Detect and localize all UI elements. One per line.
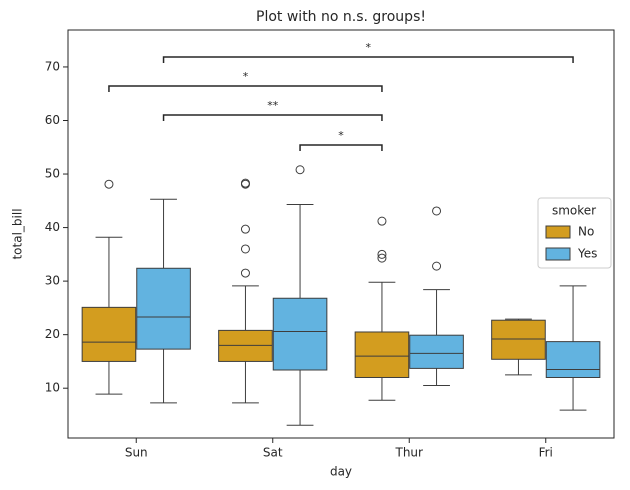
x-tick-label: Fri	[539, 446, 553, 460]
box	[218, 329, 273, 362]
y-tick-label: 10	[45, 381, 60, 395]
x-tick-label: Sun	[125, 446, 148, 460]
x-tick-label: Sat	[263, 446, 283, 460]
outlier	[432, 261, 442, 271]
box	[272, 297, 328, 371]
outlier	[240, 268, 250, 278]
legend-swatch	[545, 247, 571, 261]
significance-bracket	[108, 85, 383, 92]
box	[354, 331, 410, 378]
significance-label: **	[267, 99, 279, 112]
outlier	[240, 244, 250, 254]
outlier	[377, 253, 387, 263]
box	[491, 319, 546, 360]
legend-swatch	[545, 225, 571, 239]
outlier	[240, 224, 250, 234]
box	[136, 267, 191, 350]
y-tick-label: 50	[45, 167, 60, 181]
y-tick-label: 70	[45, 59, 60, 73]
outlier	[104, 179, 114, 189]
outlier	[432, 206, 442, 216]
box	[545, 341, 601, 378]
plot-frame	[67, 29, 615, 439]
significance-label: *	[366, 41, 372, 54]
chart-title: Plot with no n.s. groups!	[256, 9, 426, 25]
x-tick-label: Thur	[395, 446, 424, 460]
box	[409, 334, 464, 369]
legend-label: Yes	[577, 247, 597, 261]
y-tick-label: 60	[45, 113, 60, 127]
y-tick-label: 30	[45, 274, 60, 288]
outlier	[377, 216, 387, 226]
significance-bracket	[162, 114, 383, 121]
outlier	[240, 179, 250, 189]
x-axis-label: day	[330, 465, 352, 479]
box	[81, 306, 137, 362]
significance-label: *	[338, 129, 344, 142]
significance-bracket	[299, 144, 383, 151]
legend-title: smoker	[552, 204, 596, 218]
y-tick-label: 40	[45, 220, 60, 234]
legend: smoker No Yes	[537, 197, 612, 269]
significance-bracket	[162, 56, 574, 63]
y-tick-label: 20	[45, 327, 60, 341]
outlier	[295, 165, 305, 175]
y-axis-label: total_bill	[11, 208, 25, 259]
significance-label: *	[243, 70, 249, 83]
outlier	[377, 249, 387, 259]
legend-label: No	[578, 225, 594, 239]
